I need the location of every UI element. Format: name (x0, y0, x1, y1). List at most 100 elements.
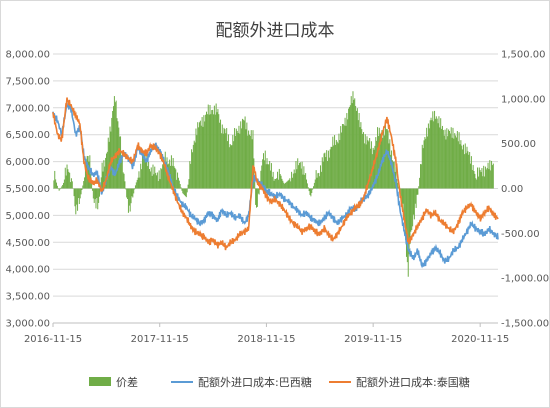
price-diff-bar (272, 171, 274, 189)
price-diff-bar (151, 175, 153, 189)
legend-price-diff-label: 价差 (116, 375, 138, 389)
price-diff-bar (318, 172, 320, 189)
price-diff-bar (177, 177, 179, 189)
price-diff-bar (344, 117, 346, 189)
price-diff-bar (73, 188, 75, 197)
price-diff-bar (159, 179, 161, 189)
price-diff-bar (125, 188, 127, 190)
x-tick-label: 2017-11-15 (131, 334, 189, 345)
price-diff-bar (233, 141, 235, 189)
price-diff-bar (195, 128, 197, 189)
price-diff-bar (107, 137, 109, 189)
price-diff-bar (457, 141, 459, 189)
price-diff-bar (308, 188, 310, 192)
price-diff-bar (475, 178, 477, 189)
x-axis: 2016-11-15 2017-11-15 2018-11-15 2019-11-15… (24, 322, 509, 345)
price-diff-bar (334, 135, 336, 189)
chart-title: 配额外进口成本 (216, 21, 335, 41)
price-diff-bar (352, 91, 354, 189)
price-diff-bar (98, 188, 100, 203)
price-diff-bar (258, 188, 260, 195)
price-diff-bar (154, 166, 156, 189)
price-diff-bar (478, 167, 480, 189)
price-diff-bar (302, 174, 304, 189)
price-diff-bar (390, 154, 392, 189)
y-left-tick-label: 5,500.00 (5, 184, 50, 195)
price-diff-bar (60, 187, 62, 189)
price-diff-bar (477, 176, 479, 189)
y-left-tick-label: 4,000.00 (5, 265, 50, 276)
price-diff-bar (484, 176, 486, 189)
legend: 价差 配额外进口成本:巴西糖 配额外进口成本:泰国糖 (89, 375, 470, 389)
price-diff-bar (363, 143, 365, 189)
price-diff-bar (204, 121, 206, 189)
price-diff-bar (227, 141, 229, 189)
price-diff-bar (77, 188, 79, 199)
price-diff-bar (451, 137, 453, 189)
price-diff-bar (264, 150, 266, 189)
price-diff-bar (348, 108, 350, 189)
price-diff-bar (263, 153, 265, 189)
price-diff-bar (229, 144, 231, 189)
price-diff-bar (297, 158, 299, 189)
price-diff-bar (171, 165, 173, 189)
price-diff-bar (356, 108, 358, 189)
price-diff-bar (452, 127, 454, 189)
price-diff-bar (432, 111, 434, 189)
price-diff-bar (83, 181, 85, 189)
price-diff-bar (213, 105, 215, 189)
price-diff-bar (148, 169, 150, 189)
price-diff-bar (374, 145, 376, 189)
price-diff-bar (139, 177, 141, 189)
price-diff-bar (287, 180, 289, 189)
price-diff-bar (130, 188, 132, 204)
price-diff-bar (126, 188, 128, 198)
price-diff-bar (200, 125, 202, 189)
price-diff-bar (232, 134, 234, 189)
price-diff-bar (476, 179, 478, 189)
price-diff-bar (377, 127, 379, 189)
price-diff-bar (268, 164, 270, 189)
price-diff-bar (78, 188, 80, 205)
price-diff-bar (456, 131, 458, 189)
y-right-tick-label: -1,500.00 (501, 319, 549, 330)
price-diff-bar (227, 134, 229, 189)
price-diff-bar (307, 187, 309, 189)
price-diff-bar (355, 110, 357, 189)
price-diff-bar (141, 169, 143, 189)
price-diff-bar (289, 178, 291, 189)
price-diff-bar (391, 160, 393, 189)
price-diff-bar (56, 182, 58, 189)
price-diff-bar (254, 181, 256, 189)
price-diff-bar (225, 133, 227, 189)
price-diff-bar (438, 116, 440, 189)
price-diff-bar (163, 162, 165, 189)
price-diff-bar (305, 179, 307, 189)
price-diff-bar (492, 163, 494, 189)
price-diff-bar (424, 137, 426, 189)
price-diff-bar (95, 188, 97, 209)
price-diff-bar (182, 188, 184, 194)
price-diff-bar (429, 120, 431, 189)
price-diff-bar (92, 188, 94, 199)
price-diff-bar (279, 174, 281, 189)
price-diff-bar (445, 139, 447, 189)
price-diff-bar (275, 179, 277, 189)
price-diff-bar (183, 188, 185, 195)
price-diff-bar (58, 188, 60, 191)
price-diff-bar (455, 137, 457, 189)
price-diff-bar (157, 181, 159, 189)
x-tick-label: 2019-11-15 (344, 334, 402, 345)
price-diff-bar (127, 188, 129, 199)
price-diff-bar (121, 154, 123, 189)
price-diff-bar (257, 188, 259, 194)
price-diff-bar (79, 188, 81, 199)
price-diff-bar (360, 122, 362, 189)
price-diff-bar (458, 132, 460, 189)
price-diff-bar (221, 124, 223, 189)
price-diff-bar (234, 135, 236, 189)
price-diff-bar (61, 186, 63, 189)
price-diff-bar (203, 115, 205, 189)
price-diff-bar (413, 188, 415, 220)
